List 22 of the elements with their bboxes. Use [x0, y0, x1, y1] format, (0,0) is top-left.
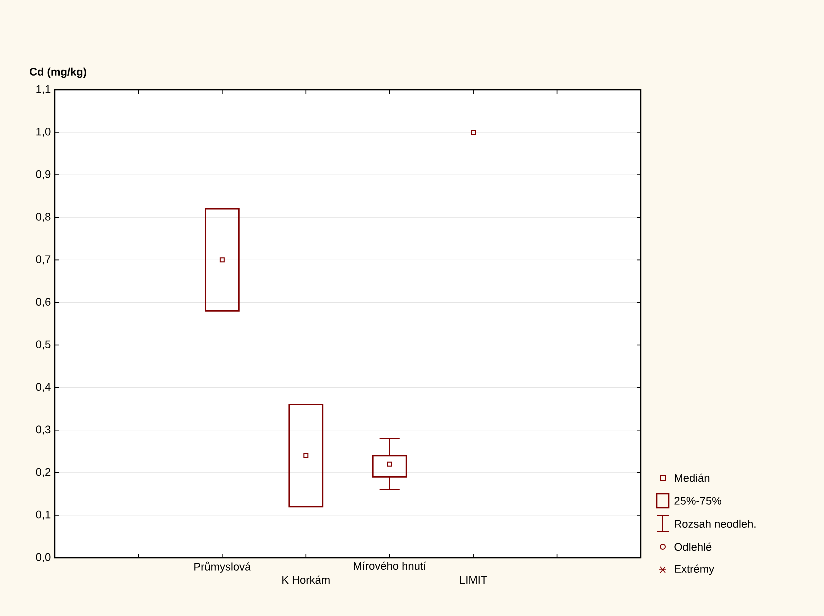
y-tick-label: 0,9	[36, 170, 51, 180]
y-tick-label: 1,1	[36, 86, 51, 94]
y-tick-label: 0,8	[36, 213, 51, 222]
y-tick-label: 0,6	[36, 298, 51, 308]
x-tick-label: LIMIT	[460, 576, 488, 584]
text: 25%-75%	[674, 497, 722, 505]
y-tick-label: 0,4	[36, 383, 51, 392]
y-tick-label: 0,5	[36, 340, 51, 350]
text: Rozsah neodleh.	[675, 520, 756, 528]
x-tick-label: K Horkám	[282, 576, 330, 584]
y-tick-label: 0,3	[36, 426, 51, 435]
text: Medián	[675, 474, 710, 482]
y-axis-title: Cd (mg/kg)	[30, 68, 86, 78]
y-tick-label: 0,2	[36, 468, 51, 478]
text: Odlehlé	[674, 542, 712, 552]
y-tick-label: 0,0	[36, 553, 51, 563]
y-tick-label: 0,7	[36, 256, 51, 265]
x-tick-label: Průmyslová	[194, 562, 252, 573]
x-tick-label: Mírového hnutí	[354, 562, 426, 570]
y-tick-label: 1,0	[36, 128, 51, 138]
y-tick-label: 0,1	[36, 510, 51, 520]
text: Extrémy	[675, 564, 715, 576]
